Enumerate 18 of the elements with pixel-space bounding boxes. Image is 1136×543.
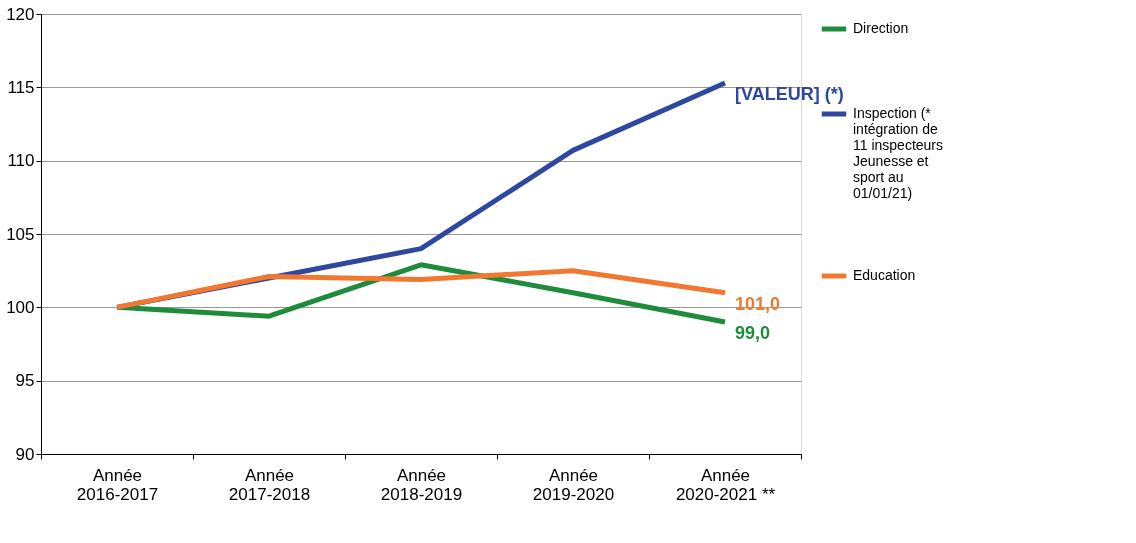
y-tick-label: 95	[15, 371, 35, 391]
y-tick-label: 115	[7, 77, 35, 97]
y-tick-label: 100	[6, 297, 35, 317]
legend-label: Inspection (* intégration de 11 inspecteurs Jeunesse et sport au 01/01/21)	[853, 105, 944, 201]
x-tick-label: Année 2016-2017	[76, 465, 159, 504]
y-tick-label: 105	[6, 224, 35, 244]
x-tick-label: Année 2020-2021 **	[675, 465, 776, 504]
x-tick-label: Année 2017-2018	[228, 465, 311, 504]
data-label: 101,0	[735, 293, 781, 314]
data-label: 99,0	[735, 323, 771, 343]
y-tick-label: 90	[15, 444, 35, 464]
x-tick-label: Année 2018-2019	[380, 465, 463, 504]
data-label: [VALEUR] (*)	[735, 83, 844, 104]
y-tick-label: 110	[7, 151, 35, 171]
legend-label: Education	[853, 267, 916, 283]
x-tick-label: Année 2019-2020	[532, 465, 615, 504]
y-tick-label: 120	[6, 4, 35, 24]
legend-label: Direction	[853, 20, 909, 36]
